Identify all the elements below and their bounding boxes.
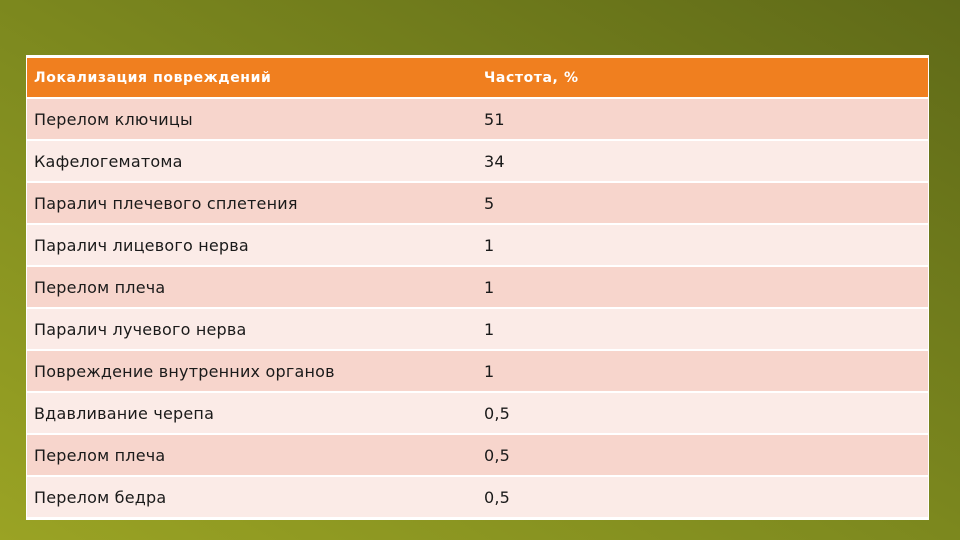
header-localization: Локализация повреждений [27, 58, 477, 97]
cell-localization: Перелом плеча [27, 267, 477, 307]
cell-localization: Кафелогематома [27, 141, 477, 181]
cell-localization: Паралич лицевого нерва [27, 225, 477, 265]
table-row: Паралич лучевого нерва 1 [27, 309, 928, 349]
cell-frequency: 5 [477, 183, 928, 223]
cell-frequency: 0,5 [477, 393, 928, 433]
table-header-row: Локализация повреждений Частота, % [27, 58, 928, 97]
cell-localization: Перелом плеча [27, 435, 477, 475]
table-row: Перелом плеча 0,5 [27, 435, 928, 475]
table-row: Повреждение внутренних органов 1 [27, 351, 928, 391]
table-body: Перелом ключицы 51 Кафелогематома 34 Паралич… [27, 99, 928, 517]
cell-localization: Паралич лучевого нерва [27, 309, 477, 349]
cell-frequency: 1 [477, 351, 928, 391]
table-row: Паралич плечевого сплетения 5 [27, 183, 928, 223]
cell-frequency: 0,5 [477, 435, 928, 475]
cell-localization: Перелом бедра [27, 477, 477, 517]
injury-frequency-table: Локализация повреждений Частота, % Перел… [27, 56, 928, 519]
cell-frequency: 1 [477, 267, 928, 307]
table-row: Перелом ключицы 51 [27, 99, 928, 139]
table-row: Перелом бедра 0,5 [27, 477, 928, 517]
cell-frequency: 1 [477, 309, 928, 349]
cell-frequency: 1 [477, 225, 928, 265]
cell-localization: Паралич плечевого сплетения [27, 183, 477, 223]
table-row: Паралич лицевого нерва 1 [27, 225, 928, 265]
cell-localization: Вдавливание черепа [27, 393, 477, 433]
table-row: Перелом плеча 1 [27, 267, 928, 307]
cell-frequency: 0,5 [477, 477, 928, 517]
injury-table-container: Локализация повреждений Частота, % Перел… [26, 55, 929, 520]
cell-frequency: 51 [477, 99, 928, 139]
cell-localization: Повреждение внутренних органов [27, 351, 477, 391]
cell-frequency: 34 [477, 141, 928, 181]
table-row: Кафелогематома 34 [27, 141, 928, 181]
cell-localization: Перелом ключицы [27, 99, 477, 139]
header-frequency: Частота, % [477, 58, 928, 97]
table-row: Вдавливание черепа 0,5 [27, 393, 928, 433]
